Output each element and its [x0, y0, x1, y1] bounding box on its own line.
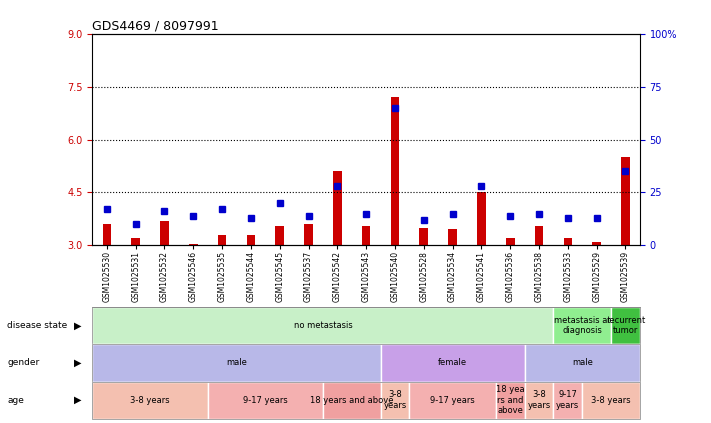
Text: metastasis at
diagnosis: metastasis at diagnosis [554, 316, 611, 335]
Text: 9-17
years: 9-17 years [556, 390, 579, 410]
Text: 3-8
years: 3-8 years [383, 390, 407, 410]
Bar [477, 192, 486, 245]
Text: ▶: ▶ [74, 321, 82, 331]
Text: recurrent
tumor: recurrent tumor [606, 316, 645, 335]
Bar [506, 238, 515, 245]
Bar [132, 238, 140, 245]
Text: age: age [7, 396, 24, 405]
Bar [592, 242, 601, 245]
Bar [333, 171, 342, 245]
Text: ▶: ▶ [74, 358, 82, 368]
Bar [362, 226, 370, 245]
Text: male: male [572, 358, 593, 368]
Text: 9-17 years: 9-17 years [430, 396, 475, 405]
Bar [621, 157, 630, 245]
Text: GDS4469 / 8097991: GDS4469 / 8097991 [92, 19, 219, 32]
Bar [160, 221, 169, 245]
Text: 3-8 years: 3-8 years [130, 396, 170, 405]
Text: 3-8 years: 3-8 years [592, 396, 631, 405]
Text: gender: gender [7, 358, 39, 368]
Bar [304, 224, 313, 245]
Text: female: female [438, 358, 467, 368]
Text: 18 yea
rs and
above: 18 yea rs and above [496, 385, 525, 415]
Bar [564, 238, 572, 245]
Bar [419, 228, 428, 245]
Text: 18 years and above: 18 years and above [310, 396, 393, 405]
Bar [247, 235, 255, 245]
Text: 9-17 years: 9-17 years [243, 396, 288, 405]
Bar [535, 226, 543, 245]
Bar [189, 244, 198, 245]
Text: male: male [226, 358, 247, 368]
Text: no metastasis: no metastasis [294, 321, 353, 330]
Text: disease state: disease state [7, 321, 68, 330]
Bar [275, 226, 284, 245]
Bar [218, 235, 226, 245]
Text: ▶: ▶ [74, 395, 82, 405]
Bar [102, 224, 111, 245]
Bar [390, 97, 400, 245]
Bar [448, 229, 457, 245]
Text: 3-8
years: 3-8 years [528, 390, 551, 410]
